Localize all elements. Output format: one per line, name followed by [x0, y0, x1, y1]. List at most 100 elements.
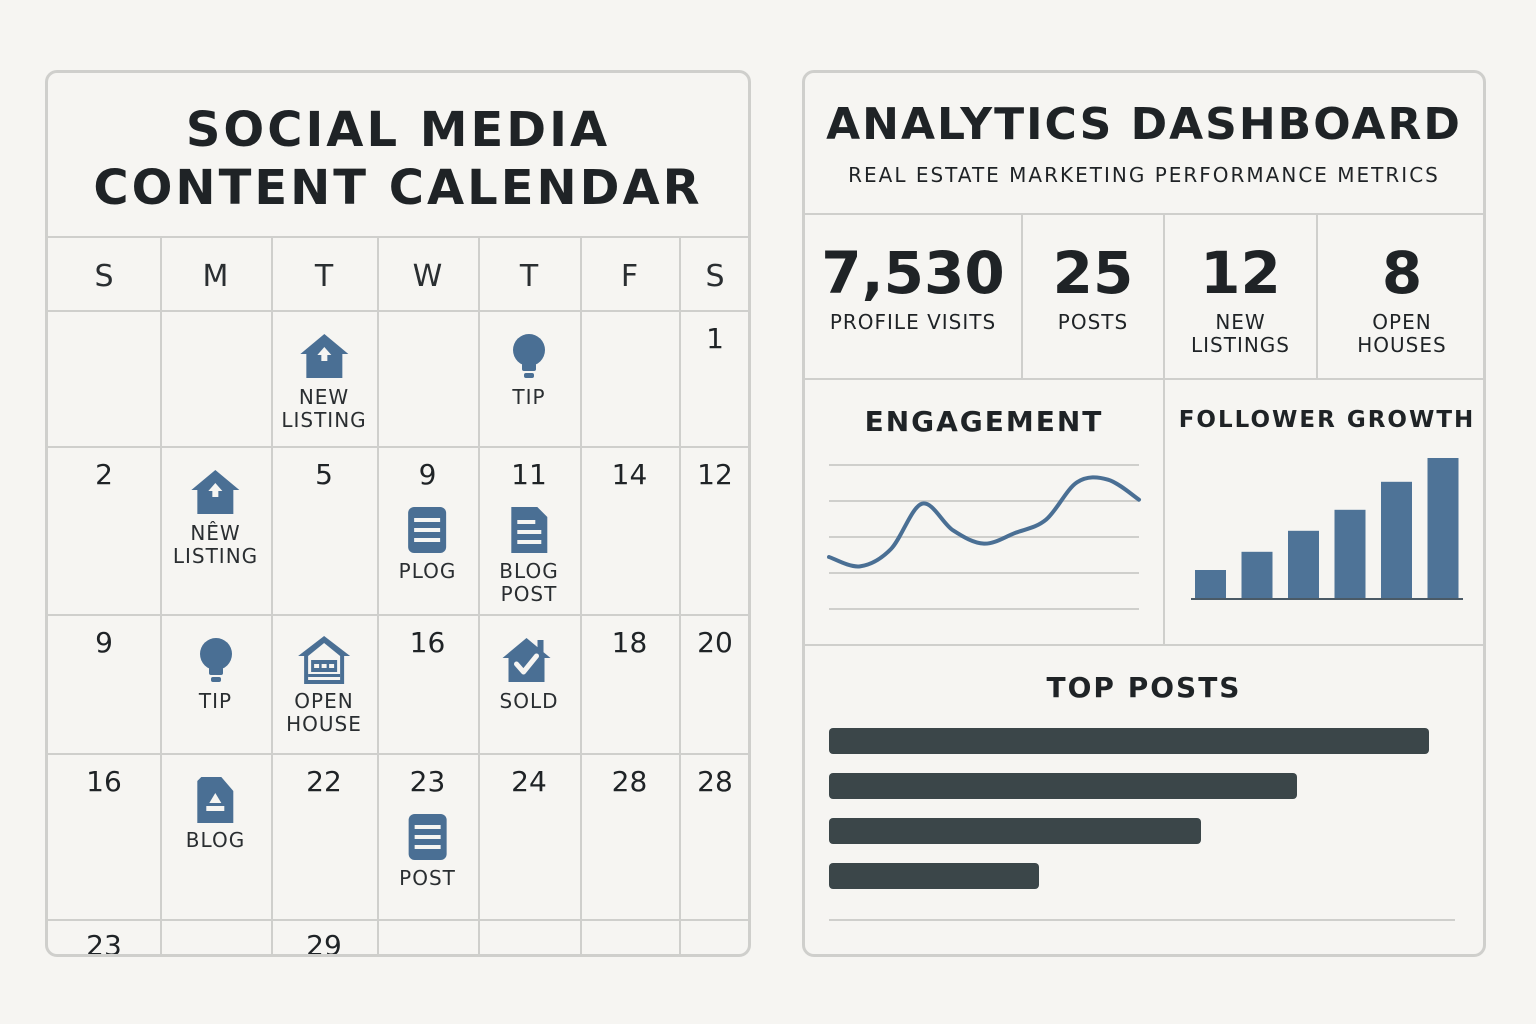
kpi-card: 8 OPEN HOUSES	[1318, 213, 1483, 378]
kpi-card: 12 NEW LISTINGS	[1165, 213, 1316, 378]
event-label-line: TIP	[512, 385, 546, 409]
grid-line	[48, 310, 748, 312]
event-label-line: OPEN	[294, 689, 354, 713]
calendar-day-number[interactable]: 20	[697, 626, 733, 659]
grid-line	[478, 236, 480, 954]
follower-growth-bar	[1195, 570, 1226, 598]
follower-growth-bar	[1241, 551, 1273, 598]
calendar-event-label: POST	[399, 867, 456, 890]
follower-growth-bar	[1381, 481, 1412, 598]
calendar-event[interactable]: PLOG	[399, 504, 457, 583]
event-label-line: POST	[399, 866, 456, 890]
kpi-label-line: POSTS	[1057, 310, 1129, 334]
weekday-header: F	[620, 259, 639, 294]
house-icon	[296, 330, 352, 382]
calendar-day-number[interactable]: 28	[611, 765, 648, 798]
kpi-card: 7,530 PROFILE VISITS	[805, 213, 1021, 378]
calendar-day-number[interactable]: 23	[409, 765, 446, 798]
calendar-event-label: BLOG POST	[499, 560, 558, 606]
event-label-line: POST	[500, 582, 558, 606]
calendar-day-number[interactable]: 14	[611, 458, 648, 491]
calendar-day-number[interactable]: 5	[315, 458, 333, 491]
calendar-event[interactable]: TIP	[501, 330, 557, 409]
event-label-line: SOLD	[499, 689, 559, 713]
grid-line	[377, 236, 379, 954]
calendar-day-number[interactable]: 29	[298, 929, 350, 954]
calendar-day-number[interactable]: 18	[611, 626, 648, 659]
calendar-day-number[interactable]: 23	[78, 929, 130, 954]
calendar-event[interactable]: BLOG POST	[499, 504, 558, 606]
calendar-event-label: BLOG	[186, 829, 245, 852]
kpi-label-line: LISTINGS	[1190, 333, 1290, 357]
event-label-line: HOUSE	[286, 712, 362, 736]
calendar-event[interactable]: BLOG	[186, 773, 245, 852]
weekday-header: M	[202, 259, 229, 294]
top-post-bar	[829, 728, 1429, 754]
content-calendar-panel: SOCIAL MEDIA CONTENT CALENDAR S M T W T F S NEW…	[45, 70, 751, 957]
calendar-day-number[interactable]: 9	[95, 626, 113, 659]
calendar-event[interactable]: TIP	[188, 634, 244, 713]
engagement-title: ENGAGEMENT	[864, 405, 1104, 438]
top-posts-title: TOP POSTS	[1046, 671, 1242, 704]
calendar-day-number[interactable]: 28	[697, 765, 733, 798]
weekday-header: W	[412, 259, 443, 294]
calendar-day-number[interactable]: 9	[418, 458, 437, 491]
calendar-day-number[interactable]: 22	[306, 765, 342, 798]
calendar-day-number[interactable]: 1	[706, 322, 724, 355]
follower-growth-title: FOLLOWER GROWTH	[1178, 407, 1476, 433]
divider	[1163, 213, 1165, 644]
engagement-series-line	[827, 475, 1141, 569]
calendar-day-number[interactable]: 12	[697, 458, 733, 491]
kpi-label: POSTS	[1023, 311, 1163, 334]
grid-line	[160, 236, 162, 954]
calendar-title: SOCIAL MEDIA CONTENT CALENDAR	[93, 102, 703, 216]
calendar-event-label: SOLD	[500, 690, 559, 713]
kpi-value: 8	[1381, 239, 1423, 307]
calendar-event-label: NEW LISTING	[281, 386, 366, 432]
divider	[805, 213, 1483, 215]
calendar-day-number[interactable]: 24	[511, 765, 547, 798]
kpi-label-line: HOUSES	[1357, 333, 1447, 357]
divider	[805, 644, 1483, 646]
divider	[805, 378, 1483, 380]
kpi-value: 25	[1052, 239, 1134, 307]
grid-line	[48, 446, 748, 448]
calendar-event[interactable]: SOLD	[500, 634, 559, 713]
open-house-icon	[296, 634, 352, 686]
lightbulb-icon	[188, 634, 244, 686]
calendar-event-label: TIP	[199, 690, 232, 713]
weekday-header: S	[705, 259, 725, 294]
calendar-event-label: TIP	[512, 386, 545, 409]
event-label-line: TIP	[198, 689, 233, 713]
calendar-day-number[interactable]: 16	[409, 626, 446, 659]
calendar-event[interactable]: NÊW LISTING	[173, 466, 258, 568]
kpi-label: PROFILE VISITS	[805, 311, 1021, 334]
grid-line	[48, 614, 748, 616]
calendar-event[interactable]: OPEN HOUSE	[286, 634, 362, 736]
calendar-event-label: PLOG	[399, 560, 457, 583]
calendar-event-label: NÊW LISTING	[173, 522, 258, 568]
top-posts-chart	[829, 728, 1455, 921]
grid-line	[271, 236, 273, 954]
event-label-line: LISTING	[281, 408, 367, 432]
calendar-day-number[interactable]: 16	[86, 765, 122, 798]
engagement-chart	[827, 464, 1141, 610]
divider	[1316, 213, 1318, 378]
calendar-event[interactable]: POST	[399, 811, 456, 890]
kpi-card: 25 POSTS	[1023, 213, 1163, 378]
follower-growth-bar	[1427, 458, 1459, 598]
calendar-event[interactable]: NEW LISTING	[281, 330, 366, 432]
calendar-day-number[interactable]: 2	[95, 458, 113, 491]
lightbulb-icon	[501, 330, 557, 382]
grid-line	[679, 236, 681, 954]
event-label-line: PLOG	[398, 559, 457, 583]
top-post-bar	[829, 818, 1201, 844]
kpi-label-line: OPEN	[1372, 310, 1432, 334]
grid-line	[48, 919, 748, 921]
grid-line	[48, 236, 748, 238]
top-post-bar	[829, 863, 1039, 889]
divider	[1021, 213, 1023, 378]
calendar-day-number[interactable]: 11	[511, 458, 547, 491]
kpi-label: NEW LISTINGS	[1165, 311, 1316, 357]
kpi-label-line: NEW	[1215, 310, 1266, 334]
